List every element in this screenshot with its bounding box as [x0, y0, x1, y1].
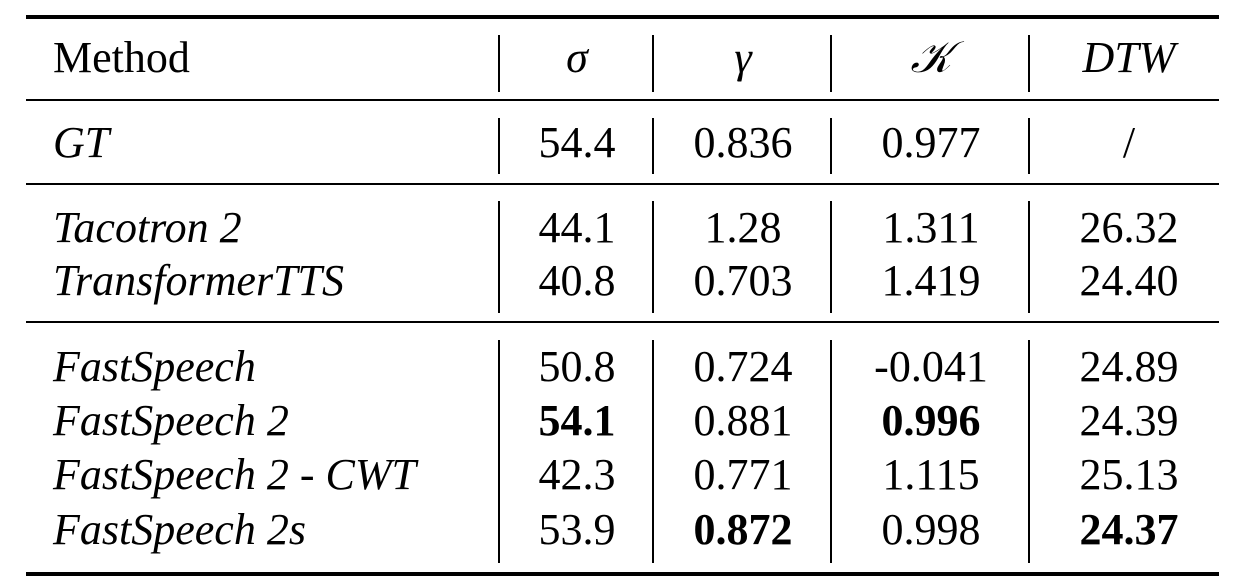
row-method-label: TransformerTTS	[53, 256, 345, 305]
cell-dtw: /	[1122, 118, 1136, 167]
column-separator	[830, 35, 832, 92]
column-separator	[498, 201, 500, 313]
cell-gamma: 0.836	[693, 118, 793, 167]
row-method-label: FastSpeech 2 - CWT	[53, 450, 416, 499]
cell-sigma: 53.9	[538, 505, 616, 554]
column-separator	[652, 118, 654, 174]
cell-sigma: 50.8	[538, 342, 616, 391]
header-kurtosis: 𝒦	[910, 33, 952, 82]
cell-kurtosis: 1.311	[882, 203, 980, 252]
column-separator	[652, 340, 654, 563]
cell-dtw: 26.32	[1079, 203, 1179, 252]
column-separator	[498, 340, 500, 563]
column-separator	[830, 201, 832, 313]
row-method-label: FastSpeech 2	[53, 396, 289, 445]
header-gamma: γ	[734, 33, 752, 82]
row-method-label: FastSpeech 2s	[53, 505, 306, 554]
column-separator	[1028, 201, 1030, 313]
cell-kurtosis: -0.041	[874, 342, 988, 391]
column-separator	[830, 118, 832, 174]
cell-gamma: 0.771	[693, 450, 793, 499]
cell-sigma: 54.4	[538, 118, 616, 167]
cell-gamma: 0.703	[693, 256, 793, 305]
cell-sigma: 54.1	[538, 396, 616, 445]
column-separator	[830, 340, 832, 563]
header-rule	[26, 99, 1219, 101]
cell-dtw: 25.13	[1079, 450, 1179, 499]
header-sigma: σ	[566, 33, 588, 82]
cell-sigma: 44.1	[538, 203, 616, 252]
cell-kurtosis: 1.115	[882, 450, 980, 499]
cell-dtw: 24.40	[1079, 256, 1179, 305]
cell-gamma: 1.28	[704, 203, 782, 252]
row-method-label: GT	[53, 118, 110, 167]
column-separator	[652, 201, 654, 313]
column-separator	[1028, 35, 1030, 92]
group-rule-2	[26, 321, 1219, 323]
table-bottom-rule	[26, 572, 1219, 576]
cell-kurtosis: 1.419	[881, 256, 981, 305]
row-method-label: Tacotron 2	[53, 203, 242, 252]
row-method-label: FastSpeech	[53, 342, 256, 391]
column-separator	[1028, 118, 1030, 174]
cell-dtw: 24.89	[1079, 342, 1179, 391]
cell-sigma: 42.3	[538, 450, 616, 499]
header-method: Method	[53, 33, 190, 82]
column-separator	[498, 118, 500, 174]
column-separator	[498, 35, 500, 92]
column-separator	[652, 35, 654, 92]
cell-kurtosis: 0.998	[881, 505, 981, 554]
cell-kurtosis: 0.977	[881, 118, 981, 167]
cell-gamma: 0.881	[693, 396, 793, 445]
group-rule-1	[26, 183, 1219, 185]
cell-dtw: 24.39	[1079, 396, 1179, 445]
cell-dtw: 24.37	[1079, 505, 1179, 554]
table-top-rule	[26, 15, 1219, 19]
cell-gamma: 0.724	[693, 342, 793, 391]
column-separator	[1028, 340, 1030, 563]
cell-kurtosis: 0.996	[881, 396, 981, 445]
header-dtw: DTW	[1082, 33, 1176, 82]
cell-sigma: 40.8	[538, 256, 616, 305]
cell-gamma: 0.872	[693, 505, 793, 554]
